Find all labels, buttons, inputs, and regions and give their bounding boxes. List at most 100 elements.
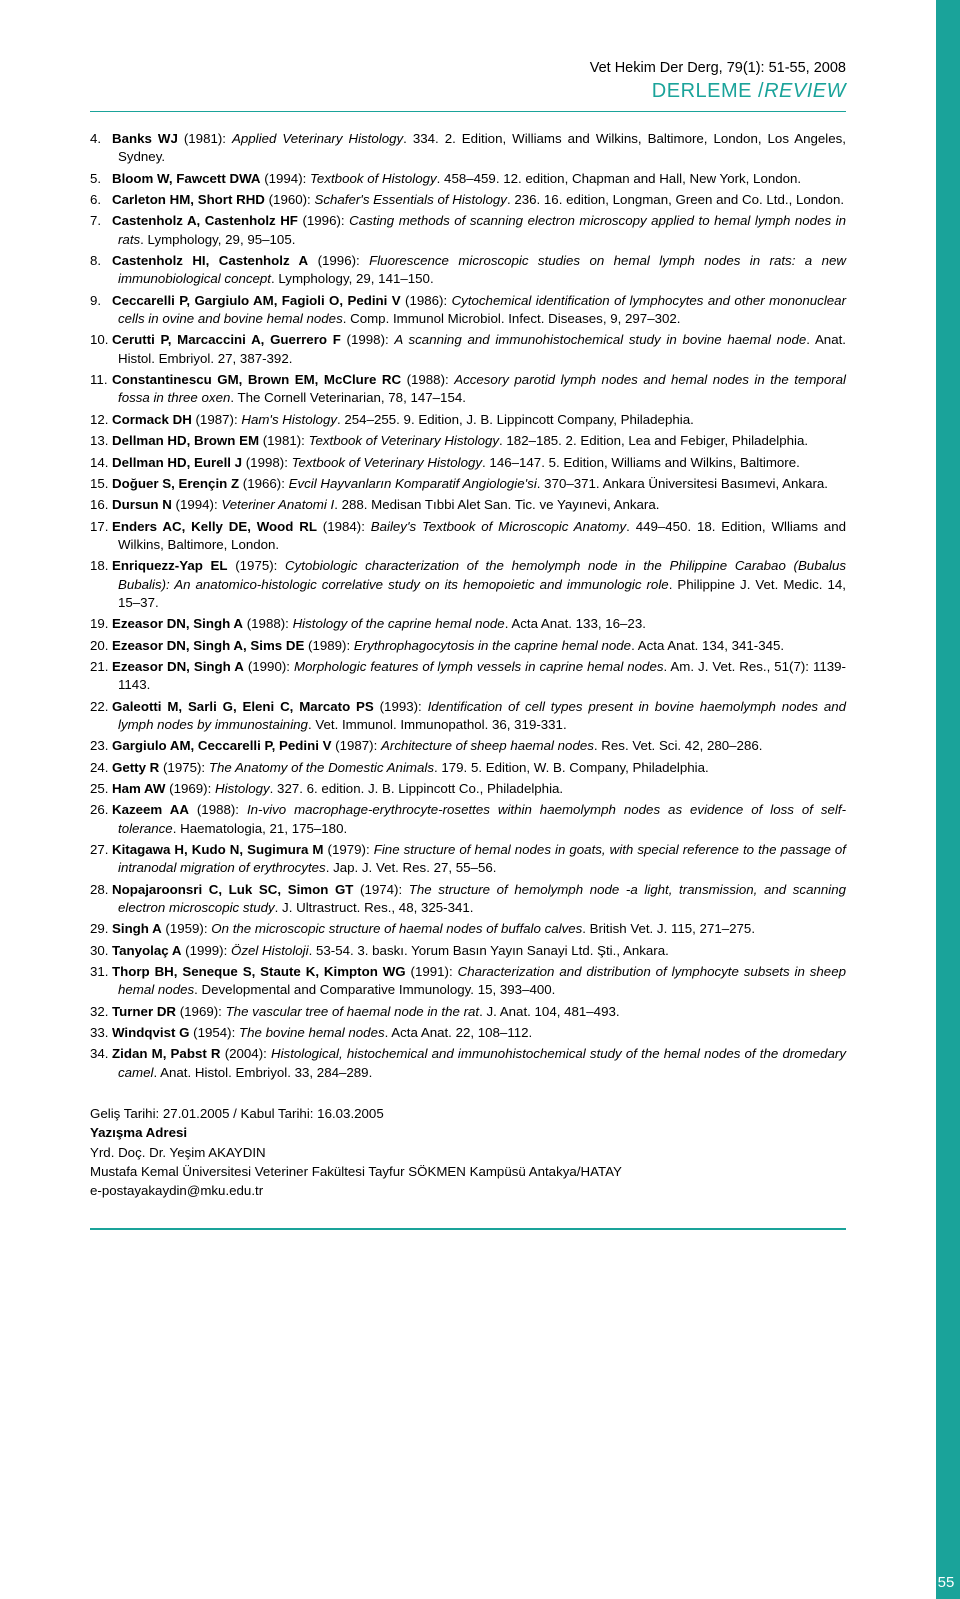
header-divider xyxy=(90,111,846,112)
reference-item: Castenholz A, Castenholz HF (1996): Cast… xyxy=(90,212,846,249)
correspondence-label: Yazışma Adresi xyxy=(90,1123,846,1142)
reference-title: In-vivo macrophage-erythrocyte-rosettes … xyxy=(118,802,846,835)
reference-authors: Singh A xyxy=(112,921,162,936)
reference-title: Erythrophagocytosis in the caprine hemal… xyxy=(354,638,631,653)
reference-authors: Dursun N xyxy=(112,497,172,512)
reference-item: Kitagawa H, Kudo N, Sugimura M (1979): F… xyxy=(90,841,846,878)
reference-authors: Constantinescu GM, Brown EM, McClure RC xyxy=(112,372,401,387)
reference-authors: Ham AW xyxy=(112,781,165,796)
reference-item: Turner DR (1969): The vascular tree of h… xyxy=(90,1003,846,1021)
reference-authors: Zidan M, Pabst R xyxy=(112,1046,221,1061)
reference-title: Ham's Histology xyxy=(241,412,337,427)
affiliation: Mustafa Kemal Üniversitesi Veteriner Fak… xyxy=(90,1162,846,1181)
reference-item: Galeotti M, Sarli G, Eleni C, Marcato PS… xyxy=(90,698,846,735)
reference-item: Windqvist G (1954): The bovine hemal nod… xyxy=(90,1024,846,1042)
reference-authors: Doğuer S, Erençin Z xyxy=(112,476,239,491)
reference-item: Singh A (1959): On the microscopic struc… xyxy=(90,920,846,938)
article-footer: Geliş Tarihi: 27.01.2005 / Kabul Tarihi:… xyxy=(90,1104,846,1200)
email: e-postayakaydin@mku.edu.tr xyxy=(90,1181,846,1200)
reference-authors: Carleton HM, Short RHD xyxy=(112,192,265,207)
reference-title: Veteriner Anatomi I xyxy=(221,497,334,512)
reference-authors: Enriquezz-Yap EL xyxy=(112,558,228,573)
reference-item: Doğuer S, Erençin Z (1966): Evcil Hayvan… xyxy=(90,475,846,493)
reference-title: On the microscopic structure of haemal n… xyxy=(211,921,582,936)
reference-item: Dursun N (1994): Veteriner Anatomi I. 28… xyxy=(90,496,846,514)
reference-title: Textbook of Veterinary Histology xyxy=(309,433,499,448)
reference-title: Bailey's Textbook of Microscopic Anatomy xyxy=(371,519,626,534)
reference-item: Cerutti P, Marcaccini A, Guerrero F (199… xyxy=(90,331,846,368)
reference-title: Cytobiologic characterization of the hem… xyxy=(118,558,846,591)
reference-title: Histology xyxy=(215,781,270,796)
page-content: Vet Hekim Der Derg, 79(1): 51-55, 2008 D… xyxy=(0,0,936,1270)
reference-title: Textbook of Veterinary Histology xyxy=(292,455,482,470)
reference-item: Enders AC, Kelly DE, Wood RL (1984): Bai… xyxy=(90,518,846,555)
reference-authors: Cerutti P, Marcaccini A, Guerrero F xyxy=(112,332,341,347)
author-name: Yrd. Doç. Dr. Yeşim AKAYDIN xyxy=(90,1143,846,1162)
reference-item: Bloom W, Fawcett DWA (1994): Textbook of… xyxy=(90,170,846,188)
reference-item: Dellman HD, Eurell J (1998): Textbook of… xyxy=(90,454,846,472)
reference-title: Morphologic features of lymph vessels in… xyxy=(294,659,664,674)
submission-dates: Geliş Tarihi: 27.01.2005 / Kabul Tarihi:… xyxy=(90,1104,846,1123)
reference-item: Ezeasor DN, Singh A (1988): Histology of… xyxy=(90,615,846,633)
reference-authors: Banks WJ xyxy=(112,131,178,146)
reference-item: Gargiulo AM, Ceccarelli P, Pedini V (198… xyxy=(90,737,846,755)
journal-citation: Vet Hekim Der Derg, 79(1): 51-55, 2008 xyxy=(90,60,846,76)
reference-authors: Windqvist G xyxy=(112,1025,189,1040)
reference-authors: Bloom W, Fawcett DWA xyxy=(112,171,261,186)
reference-title: Applied Veterinary Histology xyxy=(232,131,403,146)
reference-item: Kazeem AA (1988): In-vivo macrophage-ery… xyxy=(90,801,846,838)
reference-item: Getty R (1975): The Anatomy of the Domes… xyxy=(90,759,846,777)
reference-item: Tanyolaç A (1999): Özel Histoloji. 53-54… xyxy=(90,942,846,960)
reference-authors: Dellman HD, Brown EM xyxy=(112,433,259,448)
reference-item: Castenholz HI, Castenholz A (1996): Fluo… xyxy=(90,252,846,289)
reference-item: Ceccarelli P, Gargiulo AM, Fagioli O, Pe… xyxy=(90,292,846,329)
page-header: Vet Hekim Der Derg, 79(1): 51-55, 2008 D… xyxy=(90,60,846,103)
section-label-italic: REVIEW xyxy=(764,80,846,102)
reference-item: Enriquezz-Yap EL (1975): Cytobiologic ch… xyxy=(90,557,846,612)
reference-item: Constantinescu GM, Brown EM, McClure RC … xyxy=(90,371,846,408)
reference-title: Histology of the caprine hemal node xyxy=(293,616,505,631)
reference-item: Carleton HM, Short RHD (1960): Schafer's… xyxy=(90,191,846,209)
reference-authors: Ezeasor DN, Singh A xyxy=(112,659,244,674)
reference-title: Architecture of sheep haemal nodes xyxy=(381,738,594,753)
reference-item: Ham AW (1969): Histology. 327. 6. editio… xyxy=(90,780,846,798)
reference-authors: Kazeem AA xyxy=(112,802,189,817)
reference-authors: Castenholz A, Castenholz HF xyxy=(112,213,298,228)
reference-authors: Turner DR xyxy=(112,1004,176,1019)
reference-title: The Anatomy of the Domestic Animals xyxy=(209,760,434,775)
reference-authors: Nopajaroonsri C, Luk SC, Simon GT xyxy=(112,882,353,897)
reference-title: The bovine hemal nodes xyxy=(239,1025,385,1040)
reference-authors: Castenholz HI, Castenholz A xyxy=(112,253,308,268)
reference-authors: Getty R xyxy=(112,760,159,775)
reference-title: Evcil Hayvanların Komparatif Angiologie'… xyxy=(289,476,537,491)
section-label: DERLEME /REVIEW xyxy=(90,80,846,103)
reference-authors: Cormack DH xyxy=(112,412,192,427)
footer-divider xyxy=(90,1228,846,1230)
reference-authors: Thorp BH, Seneque S, Staute K, Kimpton W… xyxy=(112,964,406,979)
reference-authors: Tanyolaç A xyxy=(112,943,181,958)
reference-authors: Enders AC, Kelly DE, Wood RL xyxy=(112,519,317,534)
reference-authors: Ezeasor DN, Singh A, Sims DE xyxy=(112,638,304,653)
reference-item: Ezeasor DN, Singh A (1990): Morphologic … xyxy=(90,658,846,695)
reference-title: Schafer's Essentials of Histology xyxy=(314,192,506,207)
reference-item: Banks WJ (1981): Applied Veterinary Hist… xyxy=(90,130,846,167)
reference-item: Nopajaroonsri C, Luk SC, Simon GT (1974)… xyxy=(90,881,846,918)
reference-item: Zidan M, Pabst R (2004): Histological, h… xyxy=(90,1045,846,1082)
section-label-plain: DERLEME / xyxy=(652,80,764,102)
reference-item: Thorp BH, Seneque S, Staute K, Kimpton W… xyxy=(90,963,846,1000)
page-number: 55 xyxy=(934,1574,958,1591)
reference-authors: Gargiulo AM, Ceccarelli P, Pedini V xyxy=(112,738,331,753)
reference-authors: Ezeasor DN, Singh A xyxy=(112,616,243,631)
reference-item: Dellman HD, Brown EM (1981): Textbook of… xyxy=(90,432,846,450)
reference-authors: Dellman HD, Eurell J xyxy=(112,455,242,470)
reference-title: A scanning and immunohistochemical study… xyxy=(394,332,806,347)
reference-item: Ezeasor DN, Singh A, Sims DE (1989): Ery… xyxy=(90,637,846,655)
reference-title: Özel Histoloji xyxy=(231,943,309,958)
reference-title: Textbook of Histology xyxy=(310,171,437,186)
reference-authors: Ceccarelli P, Gargiulo AM, Fagioli O, Pe… xyxy=(112,293,401,308)
reference-authors: Galeotti M, Sarli G, Eleni C, Marcato PS xyxy=(112,699,374,714)
reference-list: Banks WJ (1981): Applied Veterinary Hist… xyxy=(90,130,846,1082)
reference-item: Cormack DH (1987): Ham's Histology. 254–… xyxy=(90,411,846,429)
reference-authors: Kitagawa H, Kudo N, Sugimura M xyxy=(112,842,324,857)
side-accent-bar xyxy=(936,0,960,1599)
